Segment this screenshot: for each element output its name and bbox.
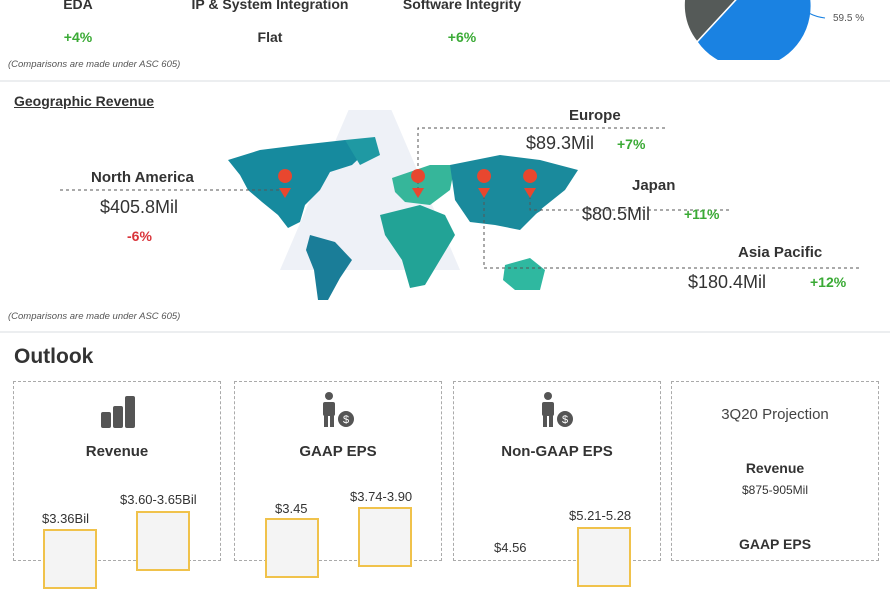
region-jp-change: +11%: [684, 206, 720, 222]
pie-slice-gray: [683, 0, 737, 44]
projection-revenue-label: Revenue: [745, 460, 805, 476]
projection-revenue-value: $875-905Mil: [741, 483, 809, 497]
outlook-card-non-gaap-eps: $ Non-GAAP EPS $4.56 $5.21-5.28: [453, 381, 661, 587]
pie-leader-line: [797, 3, 826, 19]
pie-label: 59.5 %: [833, 13, 865, 24]
pin-europe-icon: [411, 169, 426, 198]
africa: [380, 205, 455, 288]
region-ap-amount: $180.4Mil: [688, 272, 767, 292]
australia: [503, 258, 545, 290]
divider: [0, 80, 890, 82]
south-america: [306, 235, 352, 300]
region-na-name: North America: [91, 169, 194, 186]
north-america: [228, 140, 370, 228]
outlook-title: Outlook: [14, 345, 94, 368]
bar-label: $4.56: [494, 540, 527, 555]
location-pins: [278, 169, 538, 198]
region-na-change: -6%: [127, 228, 152, 244]
divider: [0, 331, 890, 333]
bar: [577, 527, 631, 587]
greenland: [345, 137, 380, 165]
region-na-amount: $405.8Mil: [100, 197, 179, 217]
geo-title: Geographic Revenue: [14, 93, 155, 109]
pin-asia-icon: [477, 169, 492, 198]
region-ap-name: Asia Pacific: [738, 244, 823, 261]
bar: [265, 518, 319, 578]
asia: [450, 155, 578, 230]
segment-eda: EDA: [63, 0, 93, 12]
person-dollar-icon: $: [323, 392, 354, 427]
outlook-card-gaap-eps: $ GAAP EPS $3.45 $3.74-3.90: [234, 381, 442, 578]
segment-ip: IP & System Integration: [191, 0, 349, 12]
projection-title: 3Q20 Projection: [721, 406, 829, 423]
projection-gaap-label: GAAP EPS: [738, 536, 812, 552]
bar-label: $3.36Bil: [42, 511, 89, 526]
region-eu-name: Europe: [569, 107, 621, 124]
region-ap-change: +12%: [810, 274, 847, 290]
bar-label: $5.21-5.28: [569, 508, 632, 523]
card-title: GAAP EPS: [299, 443, 377, 460]
projection-card: 3Q20 Projection Revenue $875-905Mil GAAP…: [671, 381, 879, 561]
region-eu-amount: $89.3Mil: [526, 133, 595, 153]
bar-label: $3.74-3.90: [350, 489, 413, 504]
pin-north-america-icon: [278, 169, 293, 198]
segment-software: Software Integrity: [402, 0, 522, 12]
pie-slice-blue: [696, 0, 813, 60]
segment-eda-change: +4%: [63, 29, 93, 45]
card-title: Non-GAAP EPS: [501, 443, 613, 460]
revenue-pie-chart: [683, 0, 826, 60]
region-eu-change: +7%: [617, 136, 646, 152]
region-jp-amount: $80.5Mil: [582, 204, 651, 224]
person-dollar-icon: $: [542, 392, 573, 427]
footnote-geo: (Comparisons are made under ASC 605): [8, 311, 181, 322]
card-title: Revenue: [85, 443, 149, 460]
outlook-card-revenue: Revenue $3.36Bil $3.60-3.65Bil: [13, 381, 221, 589]
segment-ip-change: Flat: [257, 29, 283, 45]
bar-label: $3.45: [275, 501, 308, 516]
footnote-segments: (Comparisons are made under ASC 605): [8, 59, 181, 70]
coins-stack-icon: [101, 396, 135, 428]
bar: [43, 529, 97, 589]
japan-islands: [530, 192, 542, 215]
svg-text:$: $: [343, 414, 349, 426]
pin-japan-icon: [523, 169, 538, 198]
bar: [136, 511, 190, 571]
segment-software-change: +6%: [447, 29, 477, 45]
bar: [358, 507, 412, 567]
region-jp-name: Japan: [632, 177, 676, 194]
europe: [392, 165, 455, 205]
world-map: [60, 110, 862, 300]
bar-label: $3.60-3.65Bil: [120, 492, 197, 507]
svg-text:$: $: [562, 414, 568, 426]
